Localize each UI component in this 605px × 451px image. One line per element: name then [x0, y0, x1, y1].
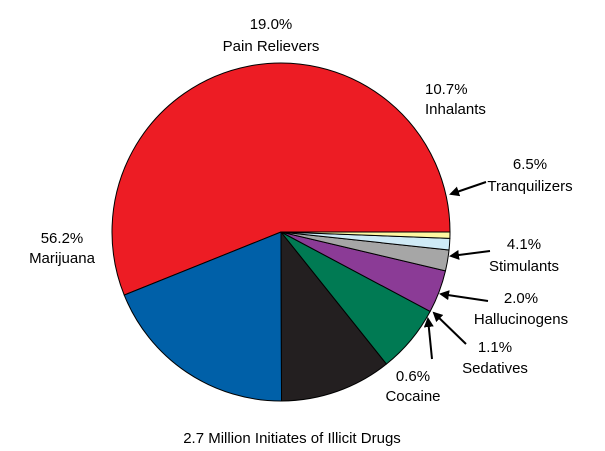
leader-arrow-sedatives — [432, 311, 467, 345]
percent-label-tranquilizers: 6.5% — [513, 156, 547, 173]
category-label-inhalants: Inhalants — [425, 101, 486, 118]
category-label-cocaine: Cocaine — [385, 388, 440, 405]
percent-label-stimulants: 4.1% — [507, 236, 541, 253]
percent-label-sedatives: 1.1% — [478, 339, 512, 356]
percent-label-cocaine: 0.6% — [396, 368, 430, 385]
pie-slice-marijuana — [111, 62, 451, 296]
category-label-pain-relievers: Pain Relievers — [223, 38, 320, 55]
category-label-hallucinogens: Hallucinogens — [474, 311, 568, 328]
leader-arrow-stimulants — [449, 250, 491, 260]
leader-arrow-cocaine — [423, 317, 434, 360]
slice-labels: 56.2% Marijuana 19.0% Pain Relievers 10.7% In… — [29, 16, 573, 405]
leader-arrow-tranquilizers — [449, 181, 487, 197]
percent-label-marijuana: 56.2% — [41, 230, 84, 247]
category-label-marijuana: Marijuana — [29, 250, 96, 267]
chart-caption: 2.7 Million Initiates of Illicit Drugs — [183, 430, 401, 447]
category-label-stimulants: Stimulants — [489, 258, 559, 275]
category-label-sedatives: Sedatives — [462, 360, 528, 377]
percent-label-inhalants: 10.7% — [425, 81, 468, 98]
percent-label-hallucinogens: 2.0% — [504, 290, 538, 307]
leader-arrow-hallucinogens — [439, 290, 489, 302]
pie-slice-inhalants — [280, 231, 387, 402]
pie-slice-cocaine — [280, 231, 451, 239]
pie-slices — [111, 62, 451, 402]
percent-label-pain-relievers: 19.0% — [250, 16, 293, 33]
pie-slice-pain-relievers — [123, 231, 283, 402]
category-label-tranquilizers: Tranquilizers — [487, 178, 572, 195]
